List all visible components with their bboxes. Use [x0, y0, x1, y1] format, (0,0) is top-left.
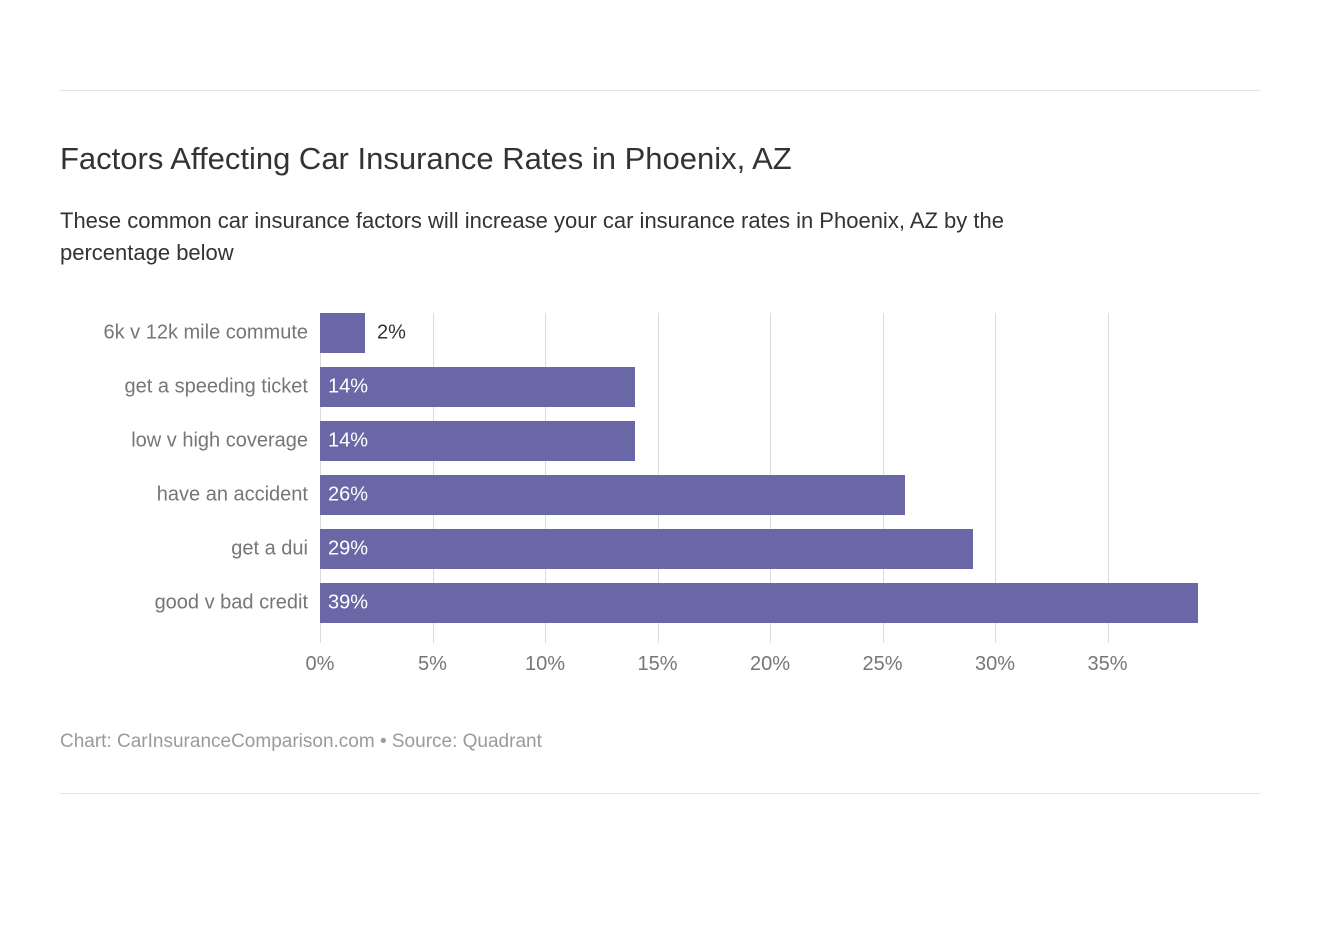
bar-value-label: 14% — [328, 429, 368, 452]
bar-row: good v bad credit39% — [320, 583, 1220, 623]
top-rule — [60, 90, 1260, 91]
y-axis-label: get a speeding ticket — [125, 375, 320, 398]
x-axis-tick: 20% — [750, 653, 790, 676]
y-axis-label: 6k v 12k mile commute — [103, 321, 320, 344]
bar: 26% — [320, 475, 905, 515]
x-axis-tick: 0% — [306, 653, 335, 676]
bar-row: 6k v 12k mile commute2% — [320, 313, 1220, 353]
bar: 39% — [320, 583, 1198, 623]
bar-value-label: 29% — [328, 537, 368, 560]
x-axis-tick: 30% — [975, 653, 1015, 676]
bar-row: low v high coverage14% — [320, 421, 1220, 461]
bar-row: have an accident26% — [320, 475, 1220, 515]
chart-plot-wrap: 6k v 12k mile commute2%get a speeding ti… — [60, 313, 1260, 687]
y-axis-label: get a dui — [231, 537, 320, 560]
x-axis-tick: 5% — [418, 653, 447, 676]
chart-plot: 6k v 12k mile commute2% get a speeding ti… — [320, 313, 1220, 643]
y-axis-label: have an accident — [157, 483, 320, 506]
bar-row: get a dui29% — [320, 529, 1220, 569]
bar: 14% — [320, 421, 635, 461]
bar: 14% — [320, 367, 635, 407]
chart-subtitle: These common car insurance factors will … — [60, 205, 1120, 269]
x-axis-tick: 25% — [862, 653, 902, 676]
bar-value-label: 39% — [328, 591, 368, 614]
bar-value-label: 14% — [328, 375, 368, 398]
chart-title: Factors Affecting Car Insurance Rates in… — [60, 141, 1260, 177]
bar: 29% — [320, 529, 973, 569]
bar: 2% — [320, 313, 365, 353]
x-axis-tick: 10% — [525, 653, 565, 676]
x-axis-tick: 35% — [1087, 653, 1127, 676]
chart-credit: Chart: CarInsuranceComparison.com • Sour… — [60, 731, 1260, 753]
x-axis-tick: 15% — [637, 653, 677, 676]
bar-value-label: 2% — [365, 321, 406, 344]
bar-row: get a speeding ticket14% — [320, 367, 1220, 407]
chart-container: Factors Affecting Car Insurance Rates in… — [0, 0, 1320, 824]
y-axis-label: good v bad credit — [155, 591, 320, 614]
x-axis: 0%5%10%15%20%25%30%35% — [320, 647, 1220, 687]
bar-value-label: 26% — [328, 483, 368, 506]
y-axis-label: low v high coverage — [131, 429, 320, 452]
bottom-rule — [60, 793, 1260, 794]
